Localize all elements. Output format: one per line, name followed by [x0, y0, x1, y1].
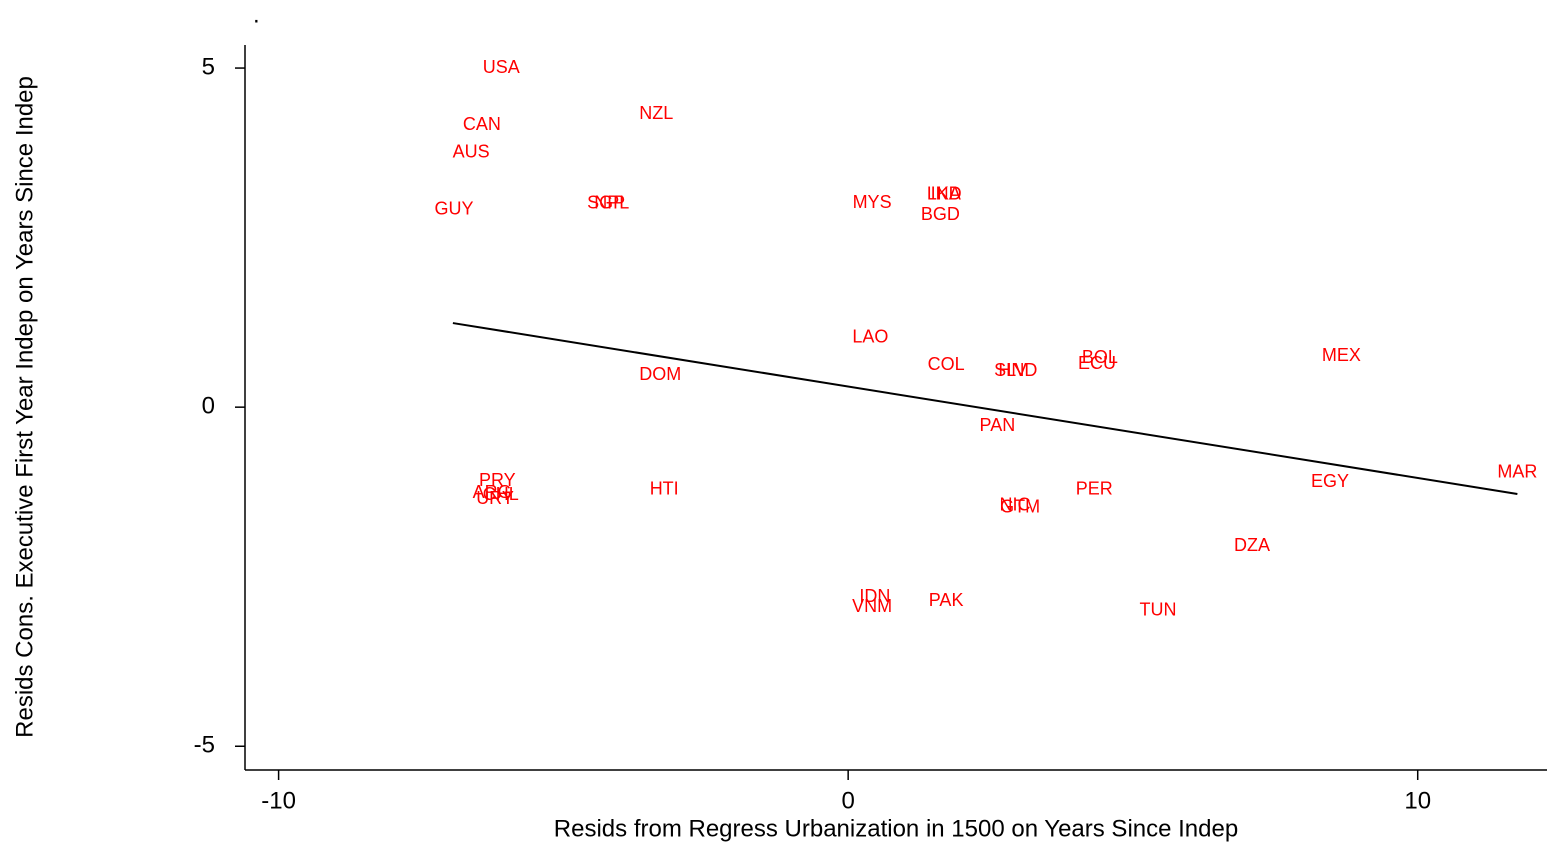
point-label: USA — [483, 57, 520, 77]
y-tick-label: 0 — [202, 393, 215, 420]
point-label: AUS — [453, 142, 490, 162]
point-label: EGY — [1311, 471, 1349, 491]
x-tick-label: 10 — [1404, 787, 1431, 814]
point-label: GTM — [1000, 496, 1040, 516]
point-label: MEX — [1322, 345, 1361, 365]
point-label: BOL — [1082, 347, 1118, 367]
point-label: NZL — [639, 103, 673, 123]
point-label: SGP — [587, 192, 625, 212]
point-label: MYS — [853, 192, 892, 212]
y-tick-label: 5 — [202, 53, 215, 80]
point-label: PAN — [980, 415, 1016, 435]
point-label: DOM — [639, 364, 681, 384]
point-label: ECU — [1078, 353, 1116, 373]
point-label: NIC — [1000, 494, 1031, 514]
point-label: IDN — [859, 586, 890, 606]
point-label: DZA — [1234, 535, 1270, 555]
point-label: LKA — [927, 184, 961, 204]
point-label: HND — [998, 360, 1037, 380]
point-label: HTI — [650, 479, 679, 499]
point-label: COL — [928, 354, 965, 374]
point-label: CHL — [483, 484, 519, 504]
point-label: LAO — [852, 327, 888, 347]
point-label: PAK — [929, 590, 964, 610]
point-label: PRY — [479, 470, 516, 490]
point-label: ARG — [473, 482, 512, 502]
point-label: TUN — [1139, 599, 1176, 619]
point-label: GUY — [435, 199, 474, 219]
point-label: PER — [1076, 479, 1113, 499]
point-label: BGD — [921, 204, 960, 224]
point-label: IND — [931, 184, 962, 204]
point-label: VNM — [852, 596, 892, 616]
x-axis-title: Resids from Regress Urbanization in 1500… — [554, 815, 1238, 842]
fit-line — [452, 322, 1518, 495]
x-tick-label: 0 — [841, 787, 854, 814]
chart-title: . — [253, 1, 260, 28]
x-tick-label: -10 — [261, 787, 296, 814]
point-label: SLV — [994, 360, 1027, 380]
point-label: NPL — [594, 192, 629, 212]
point-label: CAN — [463, 114, 501, 134]
y-axis-title: Resids Cons. Executive First Year Indep … — [11, 76, 38, 738]
point-label: URY — [476, 488, 514, 508]
y-tick-label: -5 — [194, 732, 215, 759]
point-label: MAR — [1497, 462, 1537, 482]
